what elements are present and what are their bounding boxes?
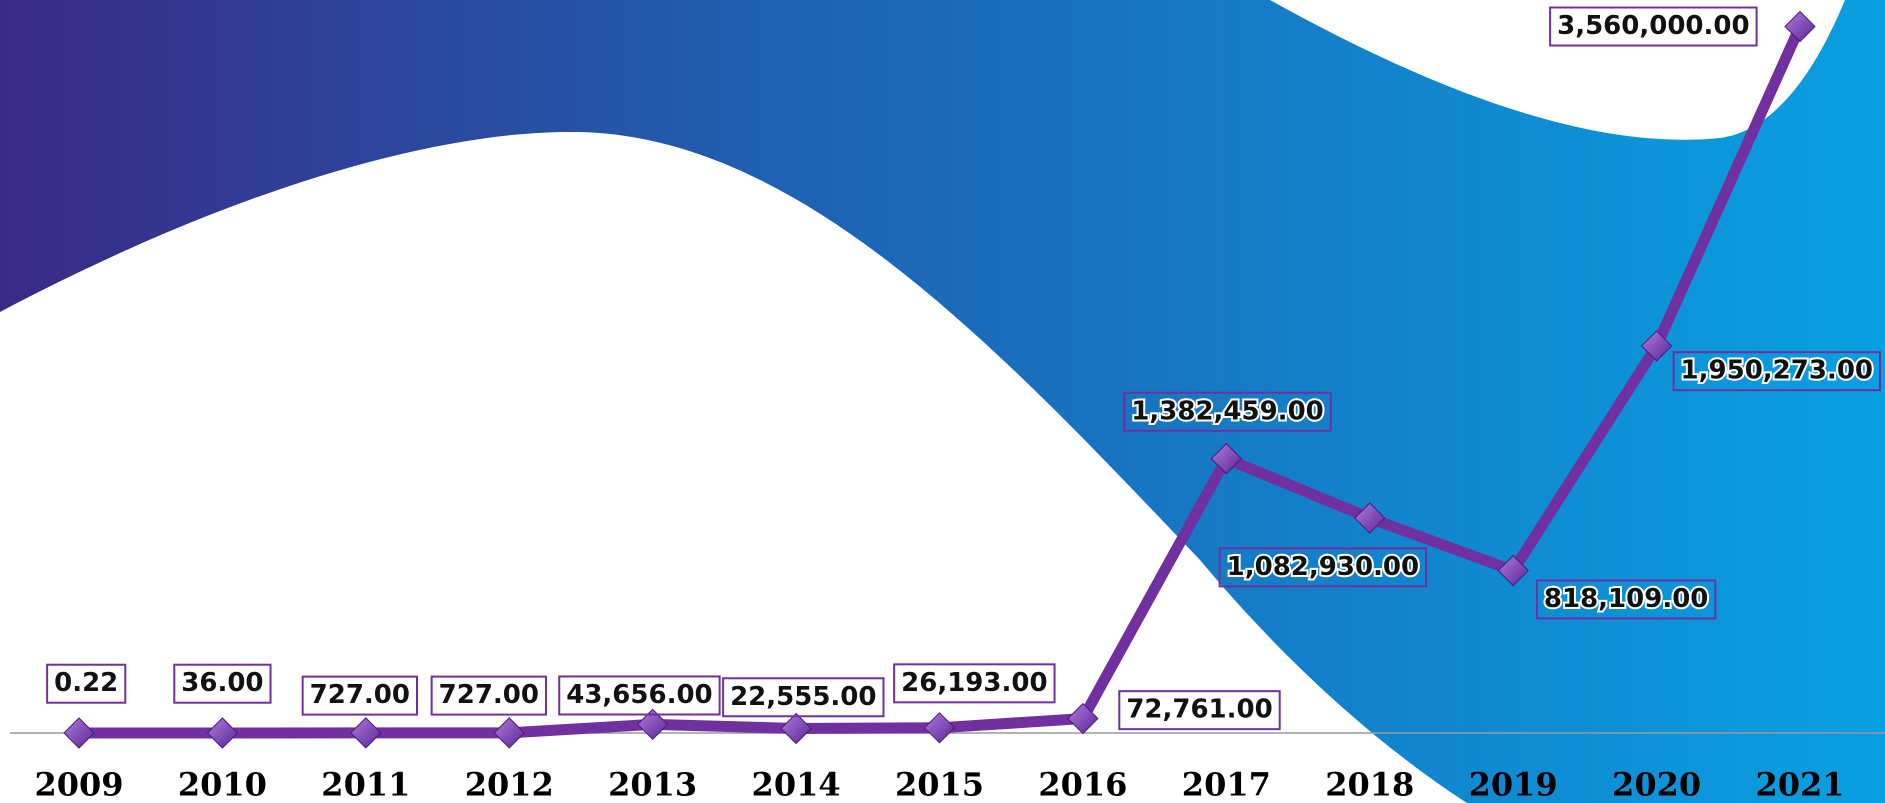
- x-tick-label: 2018: [1325, 766, 1414, 803]
- data-label-box: [893, 663, 1056, 704]
- data-label-box: [301, 675, 418, 716]
- x-tick-label: 2021: [1755, 766, 1844, 803]
- data-label: 43,656.00: [566, 680, 712, 710]
- marker: [923, 712, 956, 744]
- x-tick-label: 2009: [34, 766, 123, 803]
- data-label-box: [1672, 351, 1882, 392]
- marker: [1067, 702, 1099, 735]
- x-tick-label: 2013: [608, 766, 697, 803]
- data-label-box: [46, 663, 127, 704]
- data-label: 727.00: [439, 680, 539, 710]
- background-wave: [0, 131, 1467, 803]
- marker: [493, 717, 525, 749]
- x-tick-label: 2015: [895, 766, 984, 803]
- marker: [1497, 554, 1529, 587]
- x-tick-label: 2016: [1038, 766, 1127, 803]
- x-tick-label: 2011: [321, 766, 410, 803]
- data-label-box: [1123, 391, 1332, 432]
- data-label-box: [1218, 547, 1428, 588]
- marker: [1784, 10, 1816, 43]
- marker: [636, 708, 669, 741]
- data-label: 26,193.00: [901, 668, 1047, 698]
- background-wave: [1270, 0, 1845, 140]
- marker: [1354, 502, 1386, 534]
- data-label-box: [722, 677, 885, 718]
- x-tick-label: 2020: [1612, 766, 1701, 803]
- data-label-box: [558, 675, 721, 716]
- data-label: 3,560,000.00: [1557, 11, 1749, 41]
- data-label: 727.00: [310, 680, 410, 710]
- data-label-box: [173, 663, 272, 704]
- data-label-box: [430, 675, 547, 716]
- x-tick-label: 2012: [465, 766, 554, 803]
- data-label: 1,082,930.00: [1227, 552, 1419, 582]
- x-tick-label: 2019: [1469, 766, 1558, 803]
- x-tick-label: 2010: [178, 766, 267, 803]
- marker: [780, 712, 812, 745]
- marker: [1640, 330, 1673, 362]
- data-label: 22,555.00: [730, 682, 876, 712]
- data-label: 0.22: [54, 668, 118, 698]
- marker: [350, 717, 382, 749]
- data-label-box: [1535, 579, 1717, 620]
- data-label: 36.00: [181, 668, 263, 698]
- data-label-box: [1549, 6, 1758, 47]
- marker: [1210, 442, 1243, 475]
- data-label-box: [1118, 690, 1281, 731]
- data-label: 1,950,273.00: [1681, 356, 1873, 386]
- marker: [206, 717, 239, 749]
- marker: [63, 717, 95, 749]
- data-label: 1,382,459.00: [1131, 396, 1323, 426]
- data-label: 818,109.00: [1544, 584, 1708, 614]
- x-tick-label: 2014: [752, 766, 841, 803]
- data-label: 72,761.00: [1126, 695, 1272, 725]
- x-tick-label: 2017: [1182, 766, 1271, 803]
